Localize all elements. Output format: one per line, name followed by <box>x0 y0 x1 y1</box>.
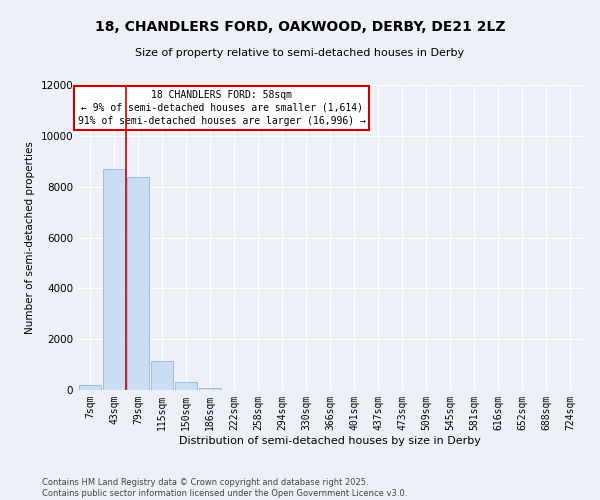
Bar <box>103 169 125 390</box>
Bar <box>79 385 101 390</box>
Bar <box>127 176 149 390</box>
Text: 18, CHANDLERS FORD, OAKWOOD, DERBY, DE21 2LZ: 18, CHANDLERS FORD, OAKWOOD, DERBY, DE21… <box>95 20 505 34</box>
Text: Contains HM Land Registry data © Crown copyright and database right 2025.
Contai: Contains HM Land Registry data © Crown c… <box>42 478 407 498</box>
Text: 18 CHANDLERS FORD: 58sqm
← 9% of semi-detached houses are smaller (1,614)
91% of: 18 CHANDLERS FORD: 58sqm ← 9% of semi-de… <box>78 90 365 126</box>
Bar <box>199 388 221 390</box>
Text: Size of property relative to semi-detached houses in Derby: Size of property relative to semi-detach… <box>136 48 464 58</box>
Bar <box>175 382 197 390</box>
X-axis label: Distribution of semi-detached houses by size in Derby: Distribution of semi-detached houses by … <box>179 436 481 446</box>
Bar <box>151 361 173 390</box>
Y-axis label: Number of semi-detached properties: Number of semi-detached properties <box>25 141 35 334</box>
